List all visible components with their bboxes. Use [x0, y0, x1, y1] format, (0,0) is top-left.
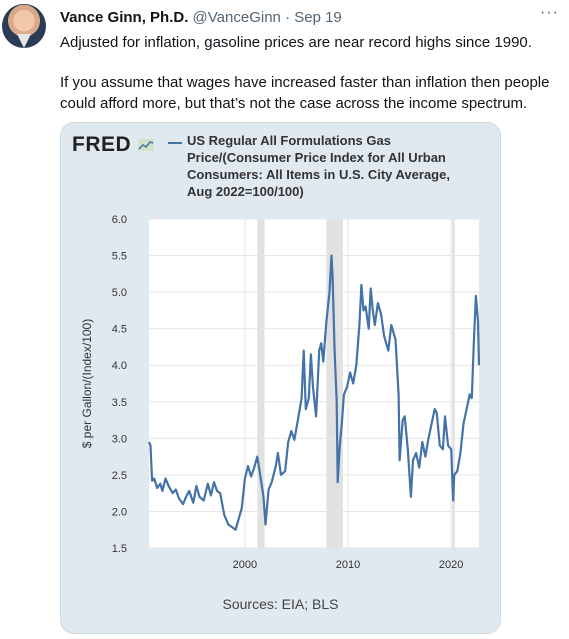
y-tick-label: 3.5: [112, 397, 127, 409]
recession-shading-0: [257, 219, 265, 548]
separator-dot: ·: [285, 9, 291, 26]
plot-area: [149, 219, 479, 548]
tweet-text: Adjusted for inflation, gasoline prices …: [60, 32, 555, 114]
y-tick-label: 2.5: [112, 470, 127, 482]
series-line-0: [147, 254, 481, 531]
x-tick-label: 2020: [439, 559, 463, 571]
recession-shading-2: [452, 219, 455, 548]
fred-chart-icon: [138, 139, 154, 151]
y-tick-label: 5.0: [112, 287, 127, 299]
x-tick-label: 2010: [336, 559, 360, 571]
author-handle[interactable]: @VanceGinn: [192, 9, 281, 26]
line-chart: 1.5 2.0 2.5 3.0 3.5 4.0 4.5 5.0 5.5 6.0 2000 2010 20…: [80, 214, 481, 571]
author-name[interactable]: Vance Ginn, Ph.D.: [60, 9, 189, 26]
tweet-paragraph-1: Adjusted for inflation, gasoline prices …: [60, 34, 532, 51]
y-tick-label: 6.0: [112, 214, 127, 226]
fred-logo: FRED: [72, 133, 132, 156]
avatar[interactable]: [2, 4, 46, 48]
legend-line-swatch: [168, 142, 182, 144]
y-axis-label: $ per Gallon/(Index/100): [80, 319, 94, 448]
tweet-date[interactable]: Sep 19: [294, 9, 342, 26]
tweet-paragraph-2: If you assume that wages have increased …: [60, 74, 550, 112]
chart-sources: Sources: EIA; BLS: [222, 596, 339, 612]
y-tick-label: 3.0: [112, 433, 127, 445]
y-tick-label: 5.5: [112, 251, 127, 263]
y-tick-label: 2.0: [112, 506, 127, 518]
legend-label: US Regular All Formulations Gas Price/(C…: [187, 133, 450, 199]
y-tick-label: 4.0: [112, 360, 127, 372]
x-tick-label: 2000: [233, 559, 257, 571]
tweet-header: Vance Ginn, Ph.D. @VanceGinn · Sep 19: [60, 9, 557, 27]
recession-shading-1: [326, 219, 343, 548]
chart-image-card[interactable]: FRED US Regular All Formulations Gas Pri…: [60, 122, 501, 634]
more-icon[interactable]: ···: [540, 4, 559, 21]
y-tick-label: 1.5: [112, 543, 127, 555]
y-tick-label: 4.5: [112, 324, 127, 336]
